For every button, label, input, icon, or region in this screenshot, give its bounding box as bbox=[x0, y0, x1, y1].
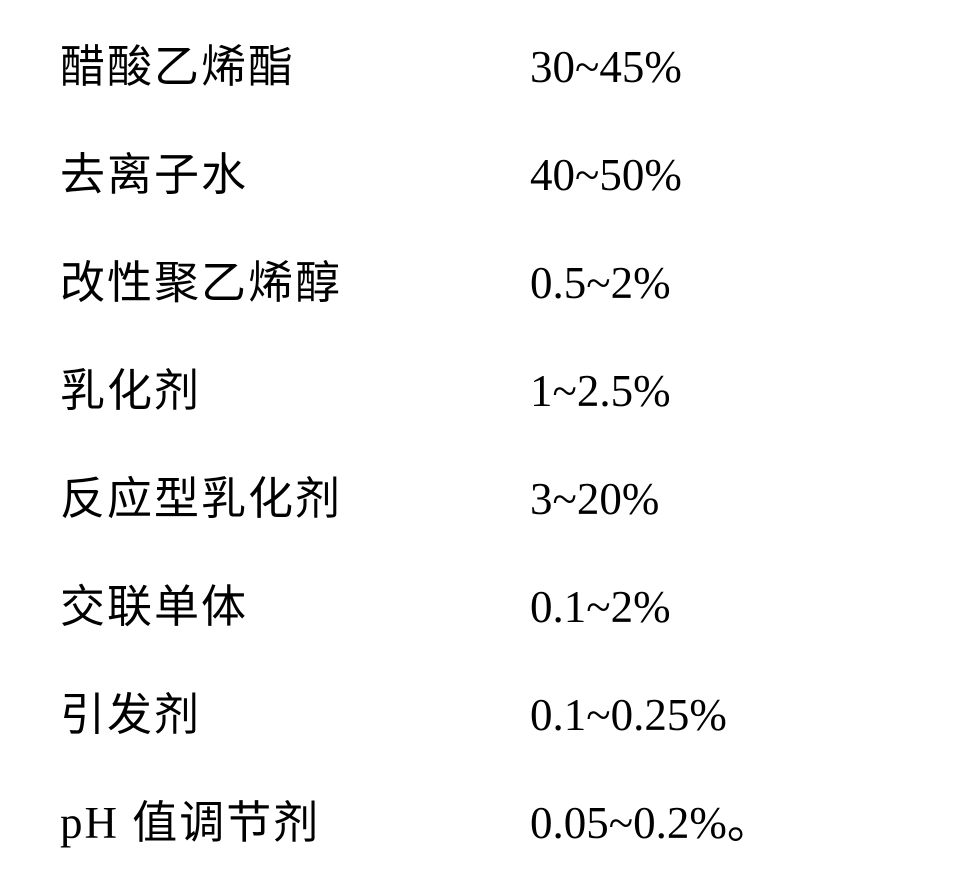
table-row: 醋酸乙烯酯 30~45% bbox=[60, 30, 908, 138]
component-name: 改性聚乙烯醇 bbox=[60, 246, 530, 311]
composition-table: 醋酸乙烯酯 30~45% 去离子水 40~50% 改性聚乙烯醇 0.5~2% 乳… bbox=[60, 30, 908, 894]
component-name: 引发剂 bbox=[60, 678, 530, 743]
component-name: 交联单体 bbox=[60, 570, 530, 635]
table-row: 交联单体 0.1~2% bbox=[60, 570, 908, 678]
component-value: 0.1~2% bbox=[530, 581, 671, 633]
table-row: 引发剂 0.1~0.25% bbox=[60, 678, 908, 786]
component-value: 30~45% bbox=[530, 41, 682, 93]
component-value: 40~50% bbox=[530, 149, 682, 201]
component-value: 0.05~0.2%。 bbox=[530, 786, 772, 851]
component-value: 3~20% bbox=[530, 473, 659, 525]
component-name: 醋酸乙烯酯 bbox=[60, 30, 530, 95]
component-value: 0.5~2% bbox=[530, 257, 671, 309]
component-name: 乳化剂 bbox=[60, 354, 530, 419]
component-name: 反应型乳化剂 bbox=[60, 462, 530, 527]
table-row: pH 值调节剂 0.05~0.2%。 bbox=[60, 786, 908, 894]
component-name: pH 值调节剂 bbox=[60, 786, 530, 851]
table-row: 反应型乳化剂 3~20% bbox=[60, 462, 908, 570]
table-row: 去离子水 40~50% bbox=[60, 138, 908, 246]
table-row: 改性聚乙烯醇 0.5~2% bbox=[60, 246, 908, 354]
component-name: 去离子水 bbox=[60, 138, 530, 203]
component-value: 0.1~0.25% bbox=[530, 689, 727, 741]
table-row: 乳化剂 1~2.5% bbox=[60, 354, 908, 462]
component-value: 1~2.5% bbox=[530, 365, 671, 417]
